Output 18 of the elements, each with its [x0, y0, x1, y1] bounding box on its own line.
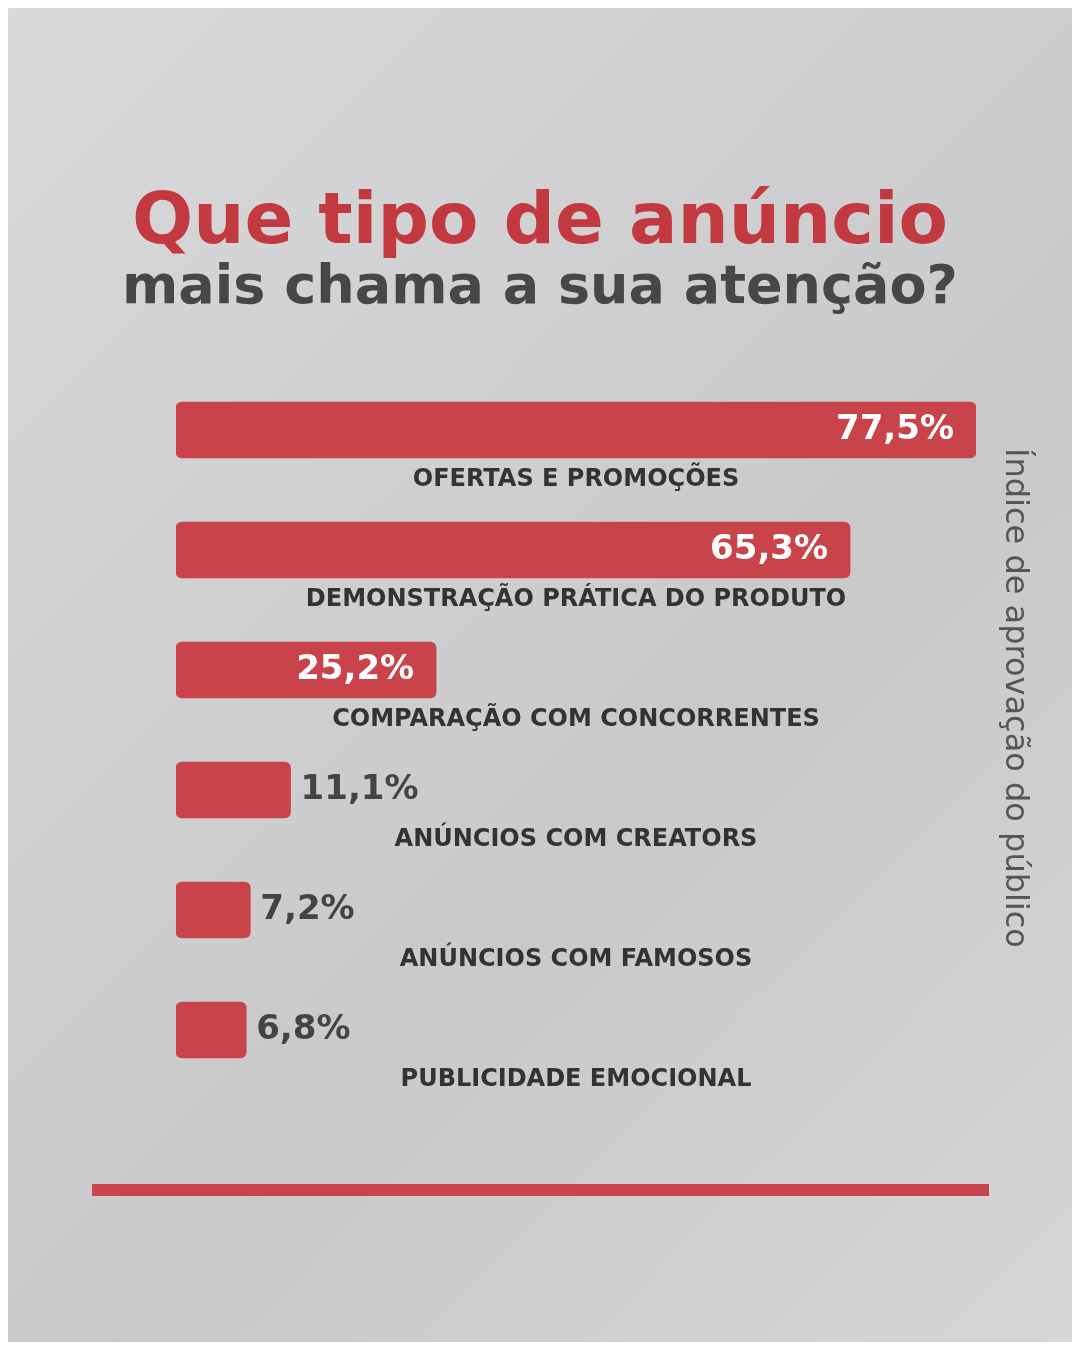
- data-label: 25,2%: [296, 646, 415, 687]
- bar: [176, 881, 251, 939]
- bar: [176, 761, 291, 819]
- y-axis-title: Índice de aprovação do público: [998, 448, 1036, 948]
- data-label: 77,5%: [836, 406, 954, 447]
- y-tick-label: OFERTAS E PROMOÇÕES: [412, 462, 740, 493]
- y-tick-label: COMPARAÇÃO COM CONCORRENTES: [332, 703, 820, 733]
- y-tick-label: DEMONSTRAÇÃO PRÁTICA DO PRODUTO: [305, 583, 847, 613]
- data-label: 7,2%: [260, 886, 355, 927]
- bar: [176, 521, 851, 579]
- y-tick-label: PUBLICIDADE EMOCIONAL: [400, 1064, 752, 1093]
- data-label: 11,1%: [300, 766, 419, 807]
- data-label: 6,8%: [256, 1006, 351, 1047]
- y-tick-label: ANÚNCIOS COM FAMOSOS: [399, 942, 753, 973]
- data-label: 65,3%: [710, 526, 829, 567]
- y-tick-label: ANÚNCIOS COM CREATORS: [394, 822, 758, 853]
- bar: [176, 401, 976, 459]
- bar: [176, 1001, 247, 1059]
